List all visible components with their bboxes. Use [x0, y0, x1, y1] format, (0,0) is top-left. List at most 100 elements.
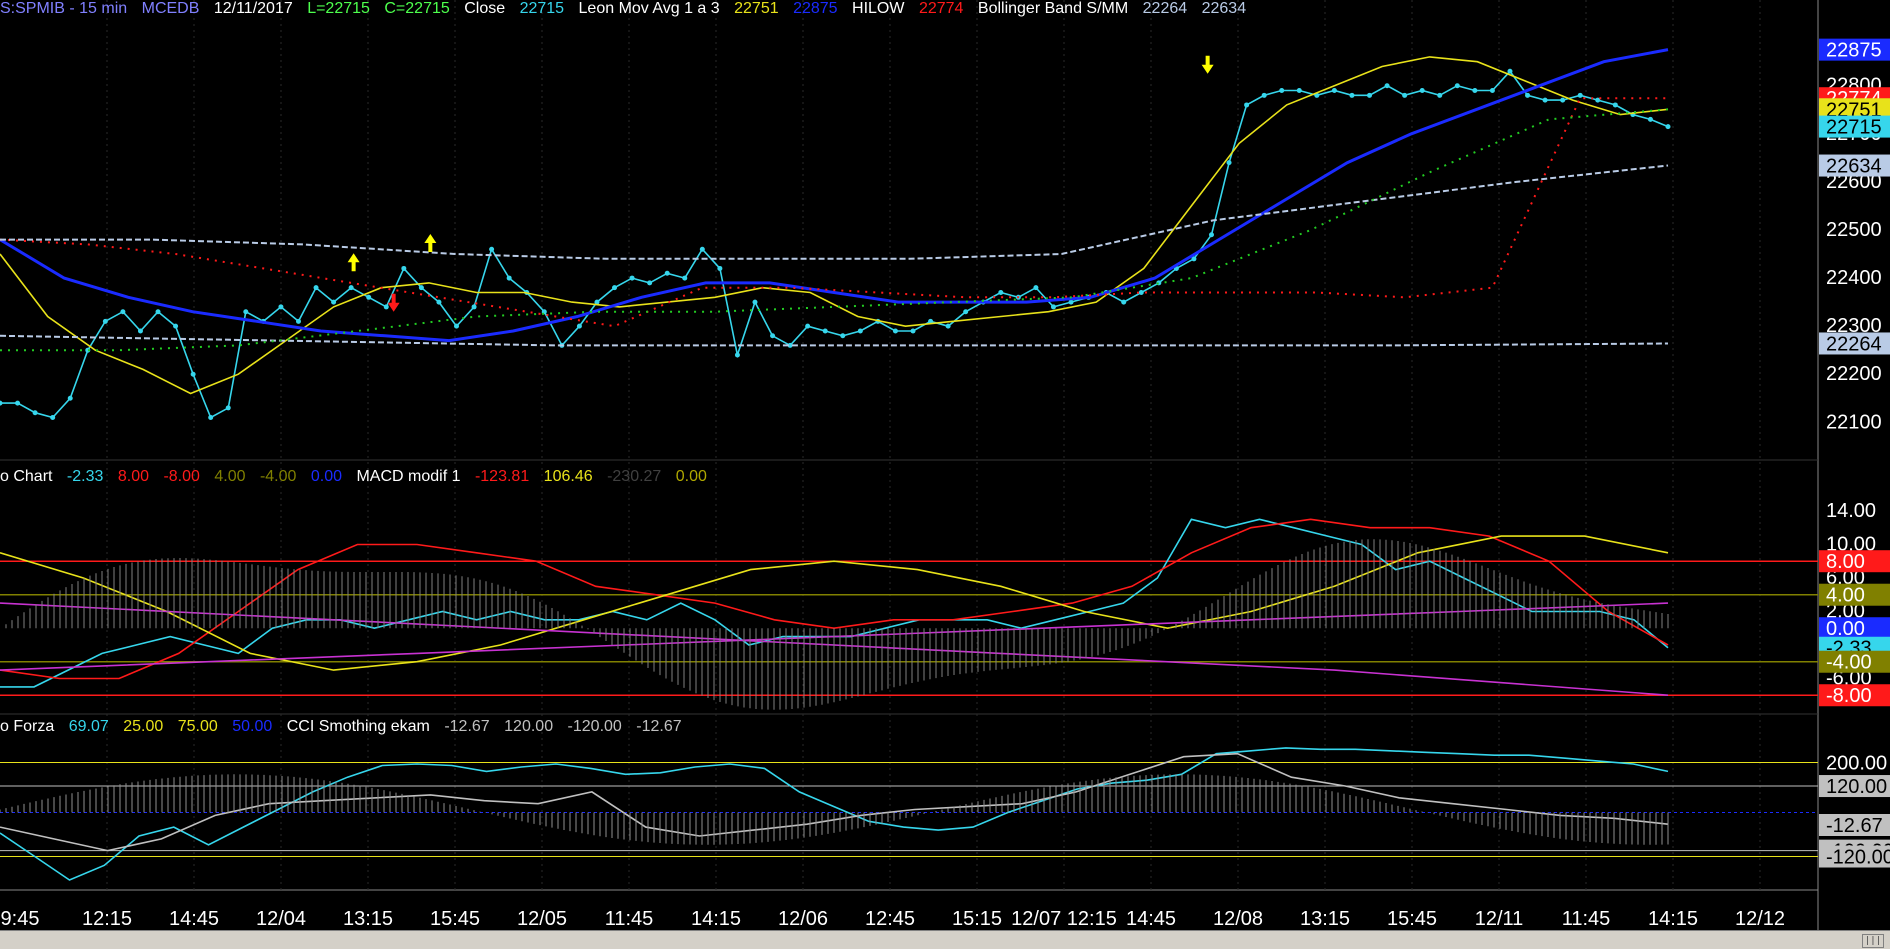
close-point — [822, 328, 828, 334]
bollinger-high: 22634 — [1201, 0, 1247, 17]
close-point — [243, 309, 249, 315]
close-point — [1261, 92, 1267, 98]
x-tick-label: 9:45 — [1, 908, 40, 930]
forza-v3: 75.00 — [177, 718, 218, 735]
close-point — [1033, 285, 1039, 291]
close-point — [1244, 102, 1250, 108]
y-tick-label: 2.00 — [1826, 600, 1865, 622]
close-point — [682, 275, 688, 281]
close-point — [348, 285, 354, 291]
osc-name: o Chart — [0, 468, 53, 485]
close-point — [313, 285, 319, 291]
close-point — [998, 289, 1004, 295]
close-point — [787, 342, 793, 348]
close-point — [699, 246, 705, 252]
cci-name: CCI Smothing ekam — [286, 718, 430, 735]
close-point — [506, 275, 512, 281]
value-badge-label: -4.00 — [1826, 652, 1872, 674]
close-point — [278, 304, 284, 310]
close-point — [805, 323, 811, 329]
close-point — [1560, 97, 1566, 103]
cci-panel-header: o Forza 69.07 25.00 75.00 50.00 CCI Smot… — [0, 718, 692, 736]
close-point — [208, 415, 214, 421]
x-tick-label: 12/11 — [1475, 908, 1524, 930]
close-point — [295, 318, 301, 324]
bollinger-name: Bollinger Band S/MM — [977, 0, 1129, 17]
forza-v1: 69.07 — [68, 718, 109, 735]
cci-c4: -12.67 — [636, 718, 682, 735]
close-point — [1138, 289, 1144, 295]
x-tick-label: 12/12 — [1735, 908, 1785, 930]
close-point — [647, 280, 653, 286]
value-badge — [1819, 617, 1890, 640]
x-tick-label: 12/06 — [778, 908, 828, 930]
signal-arrow-down — [387, 293, 400, 312]
cci-c1: -12.67 — [444, 718, 490, 735]
close-point — [1665, 124, 1671, 130]
value-badge-label: 22634 — [1826, 156, 1882, 178]
close-point — [50, 415, 56, 421]
close-point — [734, 352, 740, 358]
scroll-grip-icon[interactable]: ||| — [1862, 934, 1884, 948]
y-tick-label: 22200 — [1826, 363, 1882, 385]
close-point — [664, 270, 670, 276]
macd-m3: -230.27 — [607, 468, 662, 485]
close-point — [1542, 97, 1548, 103]
close-point — [945, 323, 951, 329]
source-label: MCEDB — [141, 0, 200, 17]
close-point — [1279, 88, 1285, 94]
symbol-label: S:SPMIB - 15 min — [0, 0, 128, 17]
value-badge-label: 0.00 — [1826, 618, 1865, 640]
ma-value: 22751 — [734, 0, 779, 17]
trading-chart[interactable]: 9:45 12:15 14:45 12/04 13:15 15:45 12/05 11:45 1… — [0, 0, 1890, 930]
close-point — [1472, 88, 1478, 94]
value-badge-label: 22264 — [1826, 333, 1882, 355]
value-badge — [1819, 550, 1890, 573]
value-badge-label: 4.00 — [1826, 585, 1865, 607]
x-tick-label: 15:45 — [430, 908, 480, 930]
close-point — [15, 400, 21, 406]
close-point — [1296, 88, 1302, 94]
close-point — [225, 405, 231, 411]
series-line-bollinger-low — [0, 334, 1669, 347]
hilow-value: 22875 — [793, 0, 838, 17]
value-badge-label: 22715 — [1826, 117, 1882, 139]
horizontal-scrollbar[interactable]: ||| — [0, 930, 1890, 949]
value-badge-label: 22875 — [1826, 40, 1882, 62]
close-point — [594, 299, 600, 305]
close-point — [0, 400, 3, 406]
osc-v5: -4.00 — [259, 468, 297, 485]
close-point — [840, 333, 846, 339]
x-tick-label: 13:15 — [1300, 908, 1350, 930]
osc-v4: 4.00 — [214, 468, 246, 485]
close-point — [1507, 68, 1513, 74]
forza-v4: 50.00 — [232, 718, 273, 735]
close-point — [102, 318, 108, 324]
series-line-close — [0, 70, 1669, 419]
x-tick-label: 14:15 — [1648, 908, 1698, 930]
value-badge-label: -12.67 — [1826, 815, 1883, 837]
osc-v1: -2.33 — [66, 468, 104, 485]
close-point — [1226, 160, 1232, 166]
value-badge-label: 8.00 — [1826, 551, 1865, 573]
x-tick-label: 14:15 — [691, 908, 741, 930]
close-point — [1068, 299, 1074, 305]
close-point — [1595, 97, 1601, 103]
x-tick-label: 11:45 — [605, 908, 654, 930]
x-tick-label: 12:15 — [82, 908, 132, 930]
close-point — [1454, 83, 1460, 89]
close-point — [120, 309, 126, 315]
value-badge-label: 200.00 — [1826, 753, 1887, 775]
y-tick-label: 6.00 — [1826, 567, 1865, 589]
close-point — [1402, 92, 1408, 98]
close-point — [67, 395, 73, 401]
close-point — [471, 304, 477, 310]
close-point — [155, 309, 161, 315]
y-tick-label: 10.00 — [1826, 533, 1876, 555]
value-badge-label: 120.00 — [1826, 776, 1887, 798]
close-point — [770, 333, 776, 339]
x-tick-label: 14:45 — [1126, 908, 1176, 930]
cci-c3: -120.00 — [567, 718, 622, 735]
close-point — [1577, 92, 1583, 98]
value-badge — [1819, 154, 1890, 177]
